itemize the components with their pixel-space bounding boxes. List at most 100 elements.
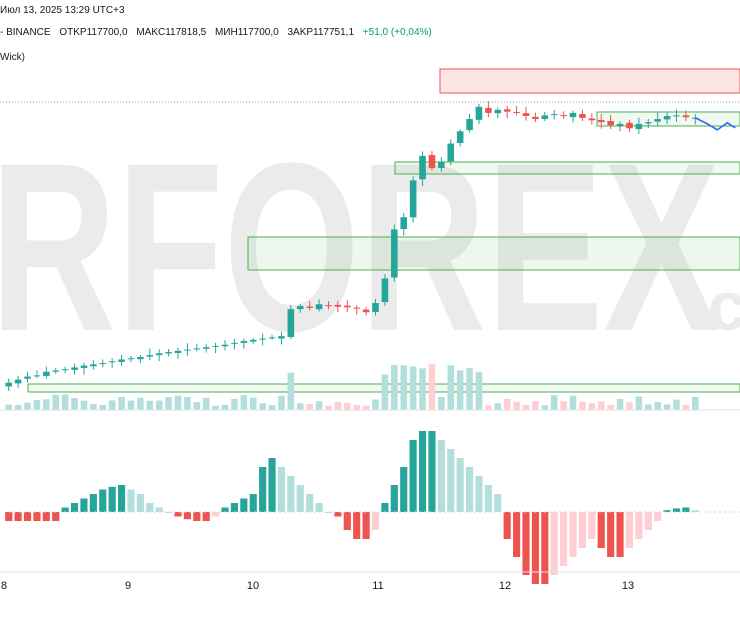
change-value: +51,0 (+0,04%)	[362, 27, 432, 38]
oscillator-bar	[306, 494, 314, 512]
candle-body	[193, 348, 201, 350]
volume-bar	[259, 403, 266, 410]
volume-bar	[522, 404, 530, 410]
candle-body	[419, 155, 426, 180]
oscillator-bar	[259, 467, 267, 512]
volume-bar	[635, 396, 643, 410]
candle-body	[108, 361, 116, 363]
volume-bar	[485, 405, 492, 410]
oscillator-bar	[117, 485, 126, 512]
oscillator-bar	[418, 431, 427, 512]
oscillator-bar	[465, 467, 474, 512]
x-tick-label: 8	[1, 580, 7, 592]
price-zone	[439, 68, 740, 94]
volume-bar	[372, 399, 379, 410]
candle-body	[137, 356, 144, 360]
high-value: MAKC117818,5	[136, 27, 207, 38]
volume-bar	[362, 405, 370, 410]
oscillator-bar	[136, 494, 144, 512]
volume-bar	[24, 402, 31, 410]
candle-body	[532, 116, 539, 120]
open-value: OTKP117700,0	[59, 27, 128, 38]
candle-body	[654, 119, 661, 122]
oscillator-bar	[221, 507, 229, 512]
oscillator-bar	[522, 512, 530, 575]
volume-bar	[212, 405, 219, 410]
volume-bar	[682, 404, 690, 410]
candle-body	[306, 306, 313, 308]
candle-body	[400, 217, 408, 229]
x-tick-label: 10	[247, 580, 259, 592]
oscillator-bar	[381, 503, 389, 512]
candle-body	[118, 359, 125, 362]
forecast-line	[694, 117, 736, 131]
oscillator-bar	[616, 512, 624, 557]
candle-body	[362, 309, 370, 313]
source-label: - BINANCE	[0, 27, 51, 38]
oscillator-bar	[371, 512, 380, 530]
candle-body	[71, 367, 78, 371]
oscillator-bar	[23, 512, 32, 521]
volume-bar	[654, 401, 661, 410]
oscillator-layer	[4, 431, 740, 584]
candle-body	[315, 304, 323, 310]
candle-body	[597, 119, 605, 123]
oscillator-bar	[691, 510, 699, 512]
candle-body	[550, 114, 558, 116]
volume-bar	[334, 401, 342, 410]
volume-bar	[5, 404, 12, 410]
volume-bar	[174, 395, 182, 410]
volume-bar	[541, 405, 549, 410]
oscillator-bar	[625, 512, 634, 548]
volume-bar	[184, 397, 191, 410]
oscillator-bar	[672, 508, 681, 512]
oscillator-bar	[494, 494, 502, 512]
volume-bar	[400, 365, 408, 410]
volume-bar	[315, 401, 323, 410]
candle-body	[52, 370, 60, 372]
candle-body	[513, 111, 520, 113]
oscillator-bar	[513, 512, 521, 557]
candle-body	[296, 306, 304, 310]
candle-body	[644, 122, 652, 124]
candle-body	[428, 155, 436, 169]
volume-bar	[306, 404, 313, 410]
header-datetime: Июл 13, 2025 13:29 UTC+3	[0, 5, 125, 16]
oscillator-bar	[654, 512, 662, 521]
candle-body	[212, 345, 219, 347]
indicator-label[interactable]: Wick)	[0, 52, 25, 63]
volume-bar	[692, 396, 699, 410]
candle-body	[673, 115, 680, 117]
oscillator-bar	[324, 512, 333, 513]
oscillator-bar	[644, 512, 652, 530]
candle-body	[682, 115, 690, 118]
candle-body	[372, 303, 379, 312]
oscillator-bar	[541, 512, 549, 584]
candle-body	[456, 131, 464, 144]
candle-body	[485, 107, 492, 113]
oscillator-bar	[296, 485, 304, 512]
volume-bar	[231, 398, 238, 410]
candle-body	[569, 112, 577, 118]
volume-bar	[597, 401, 605, 410]
oscillator-bar	[80, 498, 88, 512]
volume-bar	[118, 396, 125, 410]
volume-bar	[268, 405, 276, 410]
oscillator-bar	[108, 486, 116, 512]
price-zone	[247, 236, 740, 271]
oscillator-bar	[607, 512, 615, 557]
volume-bar	[240, 395, 248, 410]
oscillator-bar	[287, 476, 295, 512]
oscillator-bar	[52, 512, 60, 521]
volume-bar	[325, 405, 332, 410]
volume-bar	[33, 400, 41, 410]
oscillator-bar	[597, 512, 605, 548]
oscillator-bar	[5, 512, 13, 521]
candle-body	[259, 338, 266, 340]
oscillator-bar	[212, 512, 220, 517]
watermark-text: RFOREX	[0, 113, 720, 381]
candle-body	[43, 371, 50, 377]
candle-body	[184, 349, 191, 351]
oscillator-bar	[447, 449, 455, 512]
